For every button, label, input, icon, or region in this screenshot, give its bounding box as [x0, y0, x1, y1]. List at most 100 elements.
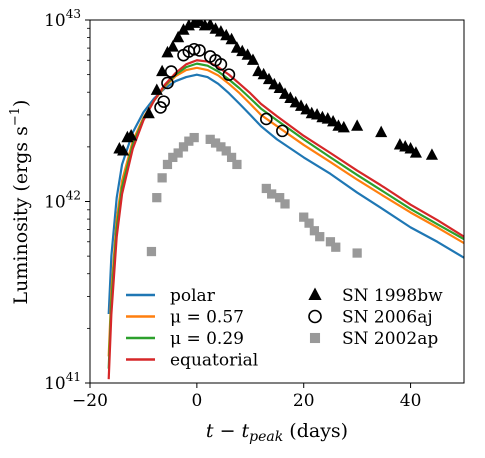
- plot-area: [107, 20, 464, 380]
- data-point: [375, 125, 388, 138]
- data-point: [142, 106, 155, 119]
- data-point: [117, 144, 130, 156]
- data-point: [226, 152, 237, 163]
- y-tick-label: 1042: [44, 189, 81, 213]
- series-polar: [107, 73, 464, 315]
- series-sn-2002ap: [146, 132, 362, 258]
- x-axis-label-subscript: peak: [249, 429, 283, 445]
- data-point: [187, 42, 201, 56]
- data-point: [309, 226, 320, 236]
- y-tick-label: 1043: [44, 7, 81, 31]
- data-point: [173, 148, 183, 158]
- data-point: [146, 246, 157, 257]
- series-line: [107, 73, 464, 315]
- data-point: [166, 40, 179, 52]
- legend-label: equatorial: [170, 351, 258, 371]
- data-point: [168, 152, 178, 163]
- legend-marker: [309, 332, 321, 344]
- data-point: [276, 124, 289, 138]
- data-point: [299, 212, 309, 222]
- data-point: [164, 65, 178, 78]
- legend-item-polar: polar: [126, 286, 216, 306]
- legend-label: SN 2006aj: [342, 308, 433, 328]
- y-axis-label-superscript: −1: [8, 107, 23, 126]
- series-line: [107, 59, 464, 380]
- data-point: [222, 68, 236, 81]
- series-line: [107, 62, 464, 369]
- x-tick-label: 40: [400, 391, 422, 411]
- data-point: [221, 146, 231, 156]
- data-point: [150, 83, 163, 95]
- y-tick-label: 1041: [44, 370, 81, 394]
- legend-item-sn-1998bw: SN 1998bw: [308, 286, 443, 306]
- data-point: [425, 148, 438, 160]
- x-tick-label: −20: [72, 391, 108, 411]
- legend-item-equatorial: equatorial: [126, 351, 258, 371]
- legend-label: SN 1998bw: [342, 286, 443, 306]
- x-axis-label: t − tpeak (days): [206, 420, 348, 445]
- series-sn-1998bw: [113, 20, 438, 160]
- legend-marker: [308, 287, 322, 301]
- series-equatorial: [107, 59, 464, 380]
- data-point: [216, 142, 226, 152]
- x-tick-label: 20: [293, 391, 315, 411]
- data-point: [315, 232, 325, 242]
- data-point: [161, 76, 174, 90]
- data-point: [275, 193, 285, 203]
- y-axis-label-close: ): [10, 100, 32, 107]
- data-point: [262, 72, 276, 85]
- data-point: [172, 30, 185, 43]
- data-point: [157, 173, 167, 183]
- data-point: [161, 45, 174, 58]
- data-point: [284, 91, 297, 103]
- legend-item-sn-2002ap: SN 2002ap: [309, 329, 438, 349]
- data-point: [241, 48, 254, 60]
- data-point: [205, 134, 215, 144]
- data-point: [157, 95, 171, 108]
- data-point: [210, 138, 221, 148]
- legend-item-0-57: μ = 0.57: [126, 308, 244, 328]
- data-point: [304, 218, 314, 228]
- data-point: [352, 248, 362, 258]
- data-point: [246, 53, 260, 65]
- data-point: [280, 199, 290, 209]
- data-point: [331, 242, 341, 252]
- data-point: [409, 146, 422, 158]
- legend-marker: [308, 309, 322, 324]
- x-tick-label: 0: [191, 391, 202, 411]
- legend-label: SN 2002ap: [342, 329, 438, 349]
- data-point: [257, 67, 270, 80]
- legend-item-sn-2006aj: SN 2006aj: [308, 308, 433, 328]
- data-point: [193, 44, 206, 57]
- data-point: [273, 81, 286, 94]
- legend-item-0-29: μ = 0.29: [126, 329, 244, 349]
- legend-label: polar: [170, 286, 216, 306]
- data-point: [214, 58, 228, 71]
- legend-label: μ = 0.29: [170, 329, 244, 349]
- x-axis-label-main: t − t: [206, 420, 250, 442]
- data-point: [232, 159, 242, 170]
- data-point: [337, 120, 350, 133]
- x-axis: −20 0 20 40: [72, 383, 421, 411]
- y-axis-label-main: Luminosity (ergs s: [10, 126, 32, 304]
- data-point: [327, 114, 340, 127]
- data-point: [178, 142, 189, 152]
- data-point: [260, 112, 273, 126]
- data-point: [267, 189, 277, 199]
- y-axis: 1041 1042 1043: [44, 7, 90, 394]
- data-point: [261, 183, 271, 194]
- data-point: [184, 136, 194, 146]
- data-point: [225, 32, 238, 45]
- data-point: [156, 64, 169, 77]
- data-point: [177, 23, 190, 35]
- data-point: [351, 119, 364, 131]
- data-point: [152, 193, 162, 203]
- data-point: [162, 159, 173, 170]
- y-axis-label: Luminosity (ergs s−1): [8, 100, 32, 305]
- series-sn-2006aj: [154, 42, 289, 138]
- legend-label: μ = 0.57: [170, 308, 244, 328]
- x-axis-label-unit: (days): [283, 420, 348, 442]
- data-point: [189, 132, 199, 143]
